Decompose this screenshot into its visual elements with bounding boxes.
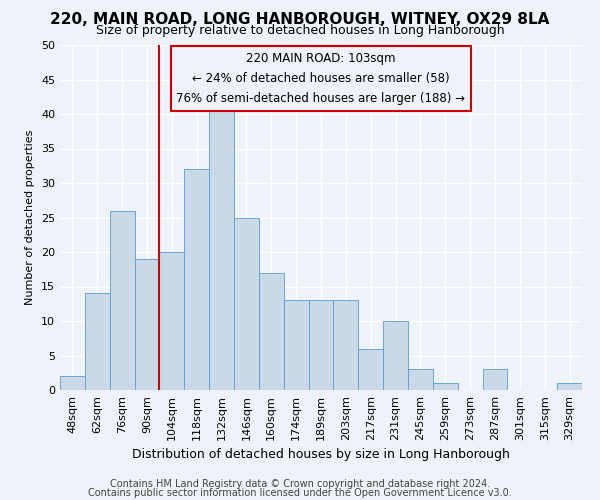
Bar	[408, 370, 433, 390]
Bar	[557, 383, 582, 390]
Bar	[110, 210, 134, 390]
Bar	[160, 252, 184, 390]
Bar	[209, 100, 234, 390]
Bar	[60, 376, 85, 390]
Bar	[234, 218, 259, 390]
Bar	[85, 294, 110, 390]
Bar	[433, 383, 458, 390]
X-axis label: Distribution of detached houses by size in Long Hanborough: Distribution of detached houses by size …	[132, 448, 510, 462]
Text: 220, MAIN ROAD, LONG HANBOROUGH, WITNEY, OX29 8LA: 220, MAIN ROAD, LONG HANBOROUGH, WITNEY,…	[50, 12, 550, 28]
Bar	[482, 370, 508, 390]
Text: Contains public sector information licensed under the Open Government Licence v3: Contains public sector information licen…	[88, 488, 512, 498]
Bar	[308, 300, 334, 390]
Bar	[184, 169, 209, 390]
Bar	[334, 300, 358, 390]
Bar	[358, 348, 383, 390]
Bar	[383, 321, 408, 390]
Text: Contains HM Land Registry data © Crown copyright and database right 2024.: Contains HM Land Registry data © Crown c…	[110, 479, 490, 489]
Bar	[284, 300, 308, 390]
Text: Size of property relative to detached houses in Long Hanborough: Size of property relative to detached ho…	[95, 24, 505, 37]
Bar	[134, 259, 160, 390]
Bar	[259, 272, 284, 390]
Y-axis label: Number of detached properties: Number of detached properties	[25, 130, 35, 305]
Text: 220 MAIN ROAD: 103sqm
← 24% of detached houses are smaller (58)
76% of semi-deta: 220 MAIN ROAD: 103sqm ← 24% of detached …	[176, 52, 466, 105]
